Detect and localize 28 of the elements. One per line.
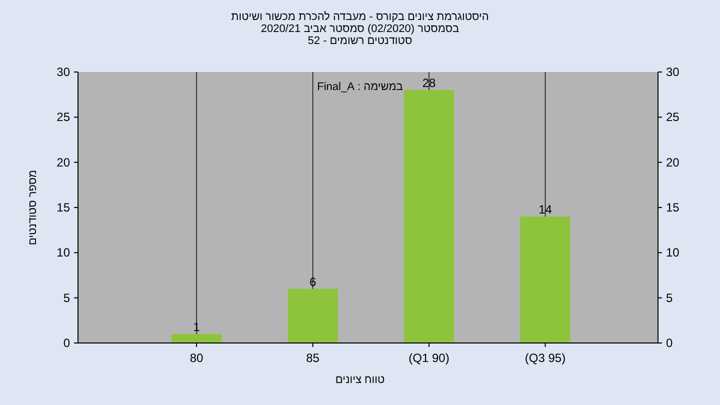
y-tick-label: 25 [56, 110, 70, 124]
y-tick-label: 0 [63, 336, 70, 350]
y-tick-label: 30 [56, 65, 70, 79]
x-tick-label: (Q3 95) [524, 351, 566, 365]
bar [404, 90, 454, 343]
y-tick-label: 5 [63, 290, 70, 305]
chart-subtitle: בסמסטר (02/2020) סמסטר אביב 2020/21 [260, 23, 460, 35]
y-axis-title: מספר סטודנטים [27, 170, 39, 246]
y-tick-label: 15 [56, 200, 70, 214]
y2-tick-label: 25 [666, 110, 680, 124]
y2-tick-label: 15 [666, 200, 680, 214]
y2-tick-label: 5 [666, 290, 673, 305]
y2-tick-label: 30 [666, 65, 680, 79]
bar [520, 216, 570, 343]
y2-tick-label: 10 [666, 246, 680, 260]
y-tick-label: 20 [56, 155, 70, 170]
x-tick-label: (Q1 90) [408, 351, 450, 365]
x-tick-label: 85 [306, 351, 320, 365]
text: סטודנטים רשומים - 52 [308, 35, 412, 47]
y2-tick-label: 0 [666, 336, 673, 350]
bar [172, 334, 222, 343]
x-axis-title: טווח ציונים [335, 374, 385, 386]
y-tick-label: 10 [56, 246, 70, 260]
x-tick-label: 80 [190, 351, 204, 365]
chart-title: היסטוגרמת ציונים בקורס - מעבדה להכרת מכשור ושיטות [231, 11, 489, 23]
bar [288, 288, 338, 343]
y2-tick-label: 20 [666, 155, 680, 170]
annotation: במשימה : Final_A [317, 81, 404, 93]
